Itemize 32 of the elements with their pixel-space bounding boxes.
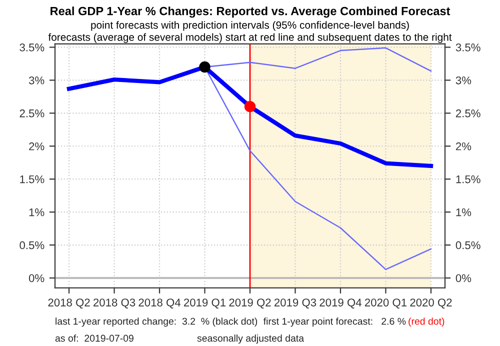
x-tick-label: 2020 Q2 xyxy=(410,298,452,308)
text: seasonally adjusted data xyxy=(197,334,304,344)
text: first 1-year point forecast: 2.6 % xyxy=(263,318,406,327)
x-tick-label: 2019 Q1 xyxy=(184,298,226,308)
y2-tick-label: 1.5% xyxy=(456,175,480,184)
chart-subtitle: point forecasts with prediction intervals (95% confidence-level bands) forecasts (average of several models) start at red line and subsequent dates to the right xyxy=(48,21,452,43)
text: (red dot) xyxy=(408,318,444,327)
y2-tick-label: 3.5% xyxy=(456,44,480,52)
x-tick-label: 2018 Q4 xyxy=(138,298,181,308)
text: last 1-year reported change: 3.2 % (black dot) xyxy=(56,318,258,327)
y-tick-label: 0.5% xyxy=(20,241,44,250)
x-tick-label: 2018 Q2 xyxy=(48,298,90,308)
y-tick-label: 3% xyxy=(28,76,44,84)
y2-tick-label: 0.5% xyxy=(456,241,480,250)
y2-tick-label: 2% xyxy=(456,142,472,150)
x-tick-label: 2019 Q3 xyxy=(274,298,316,308)
x-tick-label: 2019 Q2 xyxy=(229,298,271,308)
chart-title: Real GDP 1-Year % Changes: Reported vs. Average Combined Forecast xyxy=(50,6,450,18)
y2-tick-label: 0% xyxy=(456,274,472,282)
y-tick-label: 2.5% xyxy=(20,109,44,118)
y2-tick-label: 3% xyxy=(456,76,472,84)
y-tick-label: 1% xyxy=(29,208,44,216)
x-tick-label: 2020 Q1 xyxy=(364,298,407,308)
y2-tick-label: 1% xyxy=(456,208,472,216)
x-tick-label: 2018 Q3 xyxy=(94,298,136,308)
y-tick-label: 2% xyxy=(29,142,44,150)
y-tick-label: 0% xyxy=(28,274,44,282)
y-tick-label: 3.5% xyxy=(20,44,44,52)
x-tick-label: 2019 Q4 xyxy=(320,298,362,308)
text: as of: 2019-07-09 xyxy=(55,334,134,342)
y2-tick-label: 2.5% xyxy=(456,109,480,118)
y-tick-label: 1.5% xyxy=(20,175,44,184)
